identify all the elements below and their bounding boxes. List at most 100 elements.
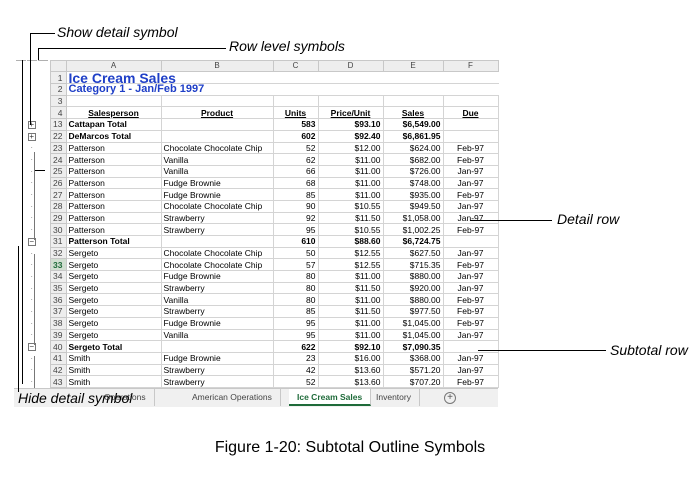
row-header[interactable]: 39 bbox=[49, 328, 67, 342]
price-cell[interactable]: $12.00 bbox=[317, 141, 384, 155]
product-cell[interactable]: Fudge Brownie bbox=[160, 176, 274, 190]
hide-detail-icon[interactable]: − bbox=[27, 237, 36, 247]
show-detail-icon[interactable]: + bbox=[27, 120, 36, 130]
product-cell[interactable]: Vanilla bbox=[160, 153, 274, 166]
sales-cell[interactable]: $571.20 bbox=[382, 363, 444, 377]
row-header[interactable]: 43 bbox=[49, 375, 67, 388]
sales-cell[interactable]: $977.50 bbox=[382, 305, 444, 318]
due-cell[interactable] bbox=[442, 129, 499, 143]
due-cell[interactable]: Jan-97 bbox=[442, 246, 499, 260]
column-header-b[interactable]: B bbox=[160, 59, 274, 73]
product-cell[interactable]: Fudge Brownie bbox=[160, 270, 274, 283]
row-header[interactable]: 32 bbox=[49, 246, 67, 260]
salesperson-cell[interactable]: DeMarcos Total bbox=[65, 129, 162, 143]
units-cell[interactable]: 80 bbox=[272, 281, 319, 295]
sales-cell[interactable]: $726.00 bbox=[382, 164, 444, 178]
product-cell[interactable]: Chocolate Chocolate Chip bbox=[160, 141, 274, 155]
units-cell[interactable]: 80 bbox=[272, 270, 319, 283]
due-cell[interactable]: Feb-97 bbox=[442, 258, 499, 272]
salesperson-cell[interactable]: Sergeto bbox=[65, 246, 162, 260]
units-cell[interactable]: 622 bbox=[272, 340, 319, 353]
due-cell[interactable] bbox=[442, 235, 499, 248]
row-header[interactable]: 26 bbox=[49, 176, 67, 190]
sales-cell[interactable]: $880.00 bbox=[382, 270, 444, 283]
product-cell[interactable]: Vanilla bbox=[160, 328, 274, 342]
plus-circle-icon[interactable]: + bbox=[444, 392, 456, 404]
product-cell[interactable]: Chocolate Chocolate Chip bbox=[160, 199, 274, 213]
tab-ice-cream-sales[interactable]: Ice Cream Sales bbox=[289, 389, 372, 406]
price-cell[interactable]: $88.60 bbox=[317, 235, 384, 248]
row-header[interactable]: 27 bbox=[49, 188, 67, 201]
units-cell[interactable]: 95 bbox=[272, 328, 319, 342]
row-header[interactable]: 4 bbox=[49, 106, 67, 120]
price-cell[interactable]: $11.00 bbox=[317, 176, 384, 190]
units-cell[interactable]: 57 bbox=[272, 258, 319, 272]
header-due[interactable]: Due bbox=[442, 106, 499, 120]
header-salesperson[interactable]: Salesperson bbox=[65, 106, 162, 120]
sales-cell[interactable]: $715.35 bbox=[382, 258, 444, 272]
due-cell[interactable]: Feb-97 bbox=[442, 375, 499, 388]
salesperson-cell[interactable]: Patterson bbox=[65, 223, 162, 236]
price-cell[interactable]: $92.40 bbox=[317, 129, 384, 143]
product-cell[interactable]: Chocolate Chocolate Chip bbox=[160, 258, 274, 272]
price-cell[interactable]: $10.55 bbox=[317, 223, 384, 236]
salesperson-cell[interactable]: Patterson Total bbox=[65, 235, 162, 248]
units-cell[interactable]: 90 bbox=[272, 199, 319, 213]
units-cell[interactable]: 62 bbox=[272, 153, 319, 166]
price-cell[interactable]: $11.00 bbox=[317, 316, 384, 330]
price-cell[interactable]: $93.10 bbox=[317, 118, 384, 131]
row-header[interactable]: 2 bbox=[49, 83, 67, 96]
sales-cell[interactable]: $627.50 bbox=[382, 246, 444, 260]
salesperson-cell[interactable]: Smith bbox=[65, 351, 162, 365]
product-cell[interactable]: Strawberry bbox=[160, 363, 274, 377]
product-cell[interactable] bbox=[160, 129, 274, 143]
product-cell[interactable] bbox=[160, 118, 274, 131]
due-cell[interactable]: Jan-97 bbox=[442, 363, 499, 377]
sales-cell[interactable]: $624.00 bbox=[382, 141, 444, 155]
salesperson-cell[interactable]: Sergeto bbox=[65, 270, 162, 283]
product-cell[interactable] bbox=[160, 340, 274, 353]
units-cell[interactable]: 66 bbox=[272, 164, 319, 178]
sales-cell[interactable]: $682.00 bbox=[382, 153, 444, 166]
product-cell[interactable]: Strawberry bbox=[160, 305, 274, 318]
units-cell[interactable]: 50 bbox=[272, 246, 319, 260]
sales-cell[interactable]: $7,090.35 bbox=[382, 340, 444, 353]
due-cell[interactable]: Feb-97 bbox=[442, 293, 499, 307]
due-cell[interactable]: Jan-97 bbox=[442, 328, 499, 342]
column-header-e[interactable]: E bbox=[382, 59, 444, 73]
price-cell[interactable]: $92.10 bbox=[317, 340, 384, 353]
price-cell[interactable]: $16.00 bbox=[317, 351, 384, 365]
tab-inventory[interactable]: Inventory bbox=[368, 389, 420, 406]
units-cell[interactable]: 583 bbox=[272, 118, 319, 131]
row-header[interactable]: 31 bbox=[49, 235, 67, 248]
units-cell[interactable]: 80 bbox=[272, 293, 319, 307]
price-cell[interactable]: $13.60 bbox=[317, 375, 384, 388]
sales-cell[interactable]: $880.00 bbox=[382, 293, 444, 307]
salesperson-cell[interactable]: Patterson bbox=[65, 153, 162, 166]
due-cell[interactable]: Jan-97 bbox=[442, 351, 499, 365]
units-cell[interactable]: 610 bbox=[272, 235, 319, 248]
price-cell[interactable]: $11.00 bbox=[317, 188, 384, 201]
row-header[interactable]: 42 bbox=[49, 363, 67, 377]
salesperson-cell[interactable]: Smith bbox=[65, 363, 162, 377]
price-cell[interactable]: $11.00 bbox=[317, 328, 384, 342]
salesperson-cell[interactable]: Sergeto bbox=[65, 316, 162, 330]
price-cell[interactable]: $11.00 bbox=[317, 153, 384, 166]
due-cell[interactable]: Jan-97 bbox=[442, 164, 499, 178]
sales-cell[interactable]: $920.00 bbox=[382, 281, 444, 295]
row-header[interactable]: 13 bbox=[49, 118, 67, 131]
sales-cell[interactable]: $748.00 bbox=[382, 176, 444, 190]
sales-cell[interactable]: $1,058.00 bbox=[382, 211, 444, 225]
salesperson-cell[interactable]: Patterson bbox=[65, 199, 162, 213]
salesperson-cell[interactable]: Sergeto bbox=[65, 328, 162, 342]
price-cell[interactable]: $11.50 bbox=[317, 211, 384, 225]
sales-cell[interactable]: $368.00 bbox=[382, 351, 444, 365]
due-cell[interactable]: Jan-97 bbox=[442, 270, 499, 283]
product-cell[interactable]: Vanilla bbox=[160, 164, 274, 178]
hide-detail-icon[interactable]: − bbox=[27, 342, 36, 352]
row-header[interactable]: 25 bbox=[49, 164, 67, 178]
product-cell[interactable]: Fudge Brownie bbox=[160, 316, 274, 330]
price-cell[interactable]: $12.55 bbox=[317, 258, 384, 272]
header-sales[interactable]: Sales bbox=[382, 106, 444, 120]
product-cell[interactable]: Strawberry bbox=[160, 211, 274, 225]
